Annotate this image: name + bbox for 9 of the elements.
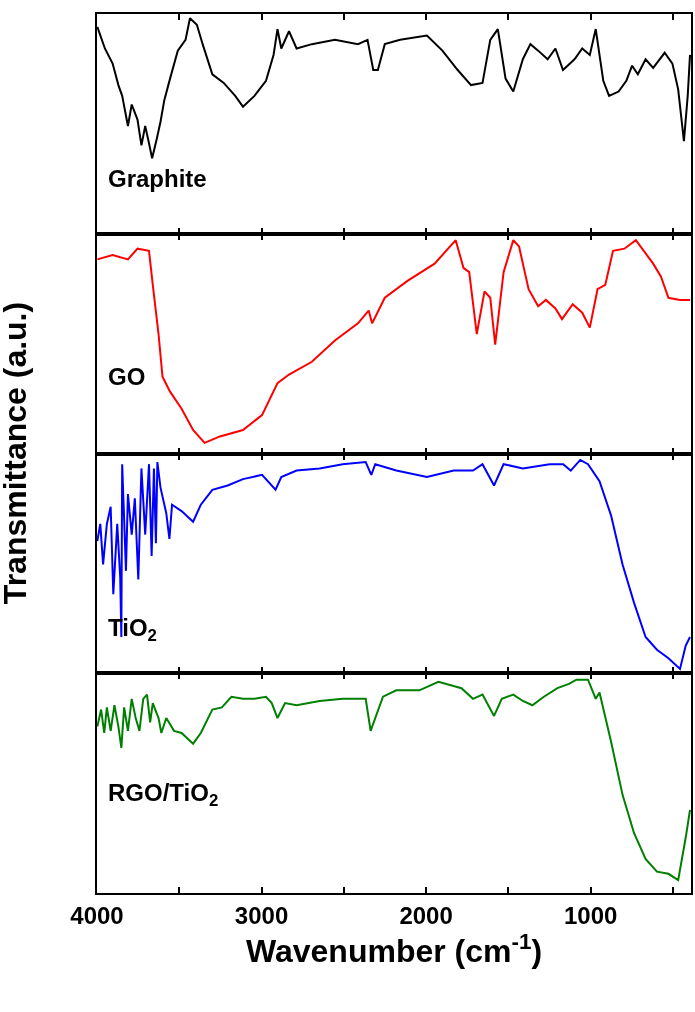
x-tick-label: 4000 (70, 901, 124, 929)
x-axis-title: Wavenumber (cm$^{-1}$) (245, 928, 543, 970)
x-tick-label: 1000 (563, 901, 618, 929)
annotation: RGO/TiO$_{2}$ (108, 779, 219, 811)
y-axis-title: Transmittance (a.u.) (0, 301, 34, 605)
x-tick-label: 3000 (234, 901, 289, 929)
annotation: GO (108, 363, 146, 390)
x-tick-label: 2000 (399, 901, 453, 929)
annotation: Graphite (108, 165, 207, 192)
